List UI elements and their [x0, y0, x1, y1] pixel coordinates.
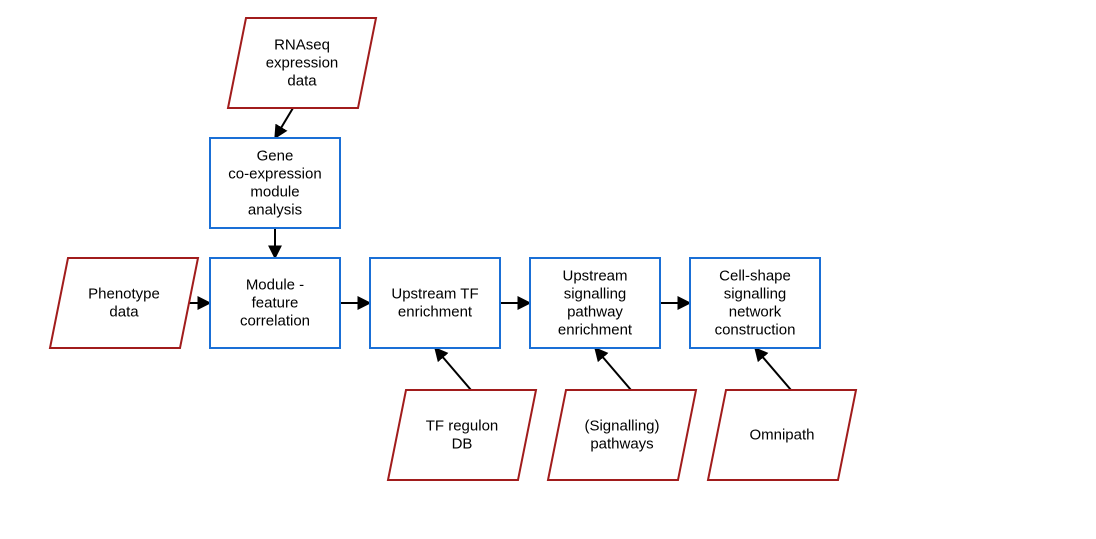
edge-pathways-upstreamSig	[595, 348, 631, 390]
node-pathways: (Signalling)pathways	[548, 390, 696, 480]
edge-rnaseq-gene	[275, 108, 293, 138]
flowchart-canvas: RNAseqexpressiondata Geneco-expressionmod…	[0, 0, 1096, 539]
node-label-omnipath: Omnipath	[749, 427, 814, 444]
node-tfregulon: TF regulonDB	[388, 390, 536, 480]
node-phenotype: Phenotypedata	[50, 258, 198, 348]
node-upstreamSig: Upstreamsignallingpathwayenrichment	[530, 258, 660, 348]
node-label-upstreamSig: Upstreamsignallingpathwayenrichment	[558, 268, 633, 339]
node-label-upstreamTF: Upstream TFenrichment	[391, 286, 478, 321]
node-gene: Geneco-expressionmoduleanalysis	[210, 138, 340, 228]
node-label-pathways: (Signalling)pathways	[584, 418, 659, 453]
edge-omnipath-cellshape	[755, 348, 791, 390]
edge-tfregulon-upstreamTF	[435, 348, 471, 390]
node-upstreamTF: Upstream TFenrichment	[370, 258, 500, 348]
node-rnaseq: RNAseqexpressiondata	[228, 18, 376, 108]
node-cellshape: Cell-shapesignallingnetworkconstruction	[690, 258, 820, 348]
node-module: Module -featurecorrelation	[210, 258, 340, 348]
node-omnipath: Omnipath	[708, 390, 856, 480]
